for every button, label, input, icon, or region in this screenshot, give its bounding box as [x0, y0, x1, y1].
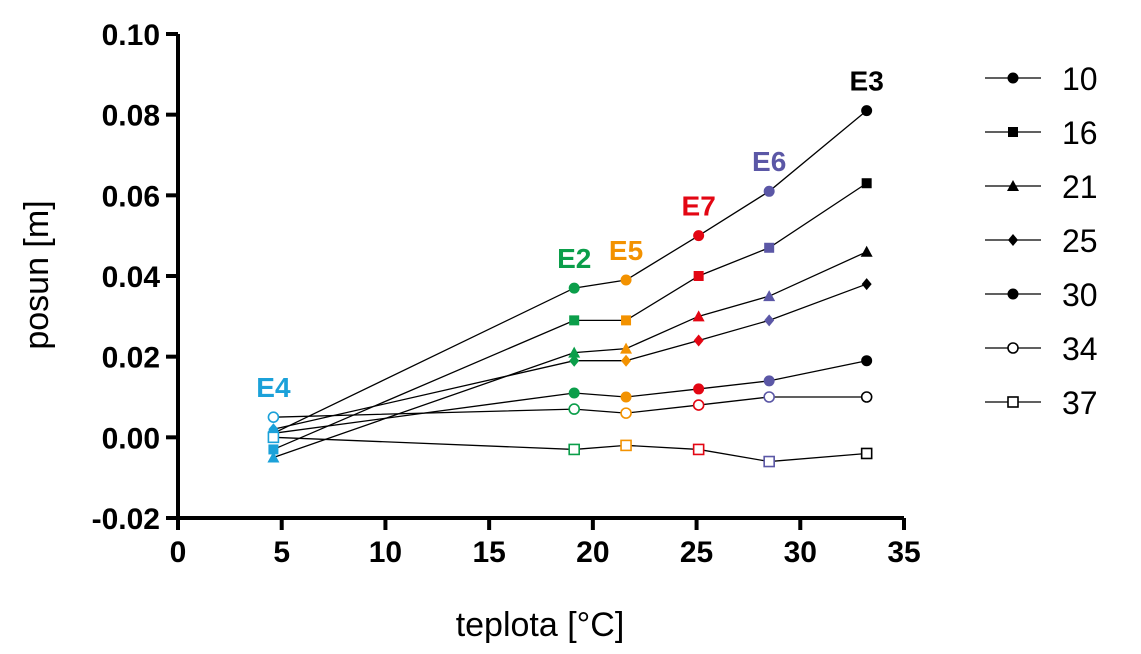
y-tick-label: 0.04	[102, 261, 161, 294]
data-point-30	[568, 387, 580, 399]
legend-label: 37	[1062, 385, 1098, 421]
x-tick-label: 5	[273, 536, 290, 569]
data-point-16	[861, 178, 872, 189]
data-point-25	[621, 354, 632, 367]
x-tick-label: 10	[369, 536, 402, 569]
y-tick-label: 0.02	[102, 342, 160, 375]
data-point-37	[267, 431, 280, 444]
legend-marker	[1007, 288, 1019, 300]
legend: 10 16 21 25 30 34 37	[985, 61, 1098, 421]
series-line-34	[273, 396, 867, 418]
legend-marker	[1008, 127, 1018, 137]
data-point-34	[763, 391, 775, 403]
axes: -0.02 0.00 0.02 0.04 0.06 0.08 0.10 0 5 10 15 20 25 3…	[92, 19, 921, 569]
annotation-e5: E5	[609, 235, 643, 266]
series-markers	[267, 105, 873, 468]
data-point-37	[860, 447, 873, 460]
data-point-16	[764, 242, 775, 253]
x-tick-label: 20	[576, 536, 609, 569]
legend-label: 25	[1062, 223, 1098, 259]
x-tick-label: 25	[680, 536, 713, 569]
data-point-25	[861, 278, 872, 291]
y-tick-label: -0.02	[92, 503, 160, 536]
annotation-e7: E7	[682, 191, 716, 222]
data-point-21	[763, 290, 776, 302]
y-tick-label: 0.00	[102, 422, 160, 455]
x-tick-label: 35	[887, 536, 920, 569]
y-axis-title: posun [m]	[18, 200, 56, 349]
data-point-25	[569, 354, 580, 367]
data-point-37	[692, 443, 705, 456]
series-line-21	[273, 251, 867, 459]
annotation-e6: E6	[752, 146, 786, 177]
data-point-37	[568, 443, 580, 456]
data-point-10	[568, 282, 580, 294]
data-point-21	[267, 451, 280, 463]
annotation-e2: E2	[557, 243, 591, 274]
data-point-34	[860, 391, 873, 403]
data-point-25	[693, 334, 704, 347]
series-line-25	[273, 283, 867, 430]
series-line-30	[273, 360, 867, 434]
legend-marker	[1007, 342, 1019, 354]
legend-marker	[1007, 72, 1019, 84]
legend-marker	[1007, 396, 1019, 408]
x-tick-label: 0	[170, 536, 187, 569]
legend-marker	[1008, 234, 1018, 246]
data-point-16	[268, 444, 279, 455]
data-point-21	[692, 310, 705, 322]
legend-label: 10	[1062, 61, 1098, 97]
series-line-37	[273, 436, 867, 463]
annotation-e4: E4	[256, 372, 291, 403]
legend-label: 30	[1062, 277, 1098, 313]
data-point-21	[620, 342, 633, 354]
data-point-30	[861, 355, 873, 367]
y-tick-label: 0.06	[102, 180, 160, 213]
series-line-10	[273, 110, 868, 434]
data-point-16	[621, 315, 632, 326]
data-point-34	[692, 399, 705, 411]
data-point-10	[861, 105, 873, 117]
legend-label: 21	[1062, 169, 1098, 205]
x-axis-title: teplota [°C]	[456, 606, 625, 644]
data-point-34	[267, 411, 280, 423]
legend-label: 16	[1062, 115, 1098, 151]
data-point-16	[693, 271, 704, 281]
legend-marker	[1007, 180, 1019, 191]
data-point-21	[568, 346, 581, 358]
annotation-e3: E3	[850, 65, 884, 96]
data-point-10	[620, 274, 632, 286]
x-tick-label: 15	[472, 536, 505, 569]
legend-label: 34	[1062, 331, 1098, 367]
data-point-21	[860, 245, 873, 257]
data-point-16	[569, 315, 580, 326]
data-point-30	[693, 383, 705, 395]
data-point-10	[693, 230, 705, 242]
x-tick-label: 30	[784, 536, 817, 569]
data-point-10	[763, 185, 775, 197]
y-tick-label: 0.10	[102, 19, 160, 52]
data-point-34	[620, 407, 632, 419]
point-annotations: E4 E2 E5 E7 E6 E3	[256, 65, 883, 403]
series-line-16	[273, 182, 868, 451]
data-point-34	[568, 403, 580, 415]
data-point-30	[763, 375, 775, 387]
data-point-30	[620, 391, 632, 403]
series-lines	[273, 110, 868, 463]
data-point-37	[763, 455, 775, 468]
data-point-25	[764, 314, 775, 327]
data-point-37	[620, 439, 632, 452]
y-tick-label: 0.08	[102, 100, 160, 133]
